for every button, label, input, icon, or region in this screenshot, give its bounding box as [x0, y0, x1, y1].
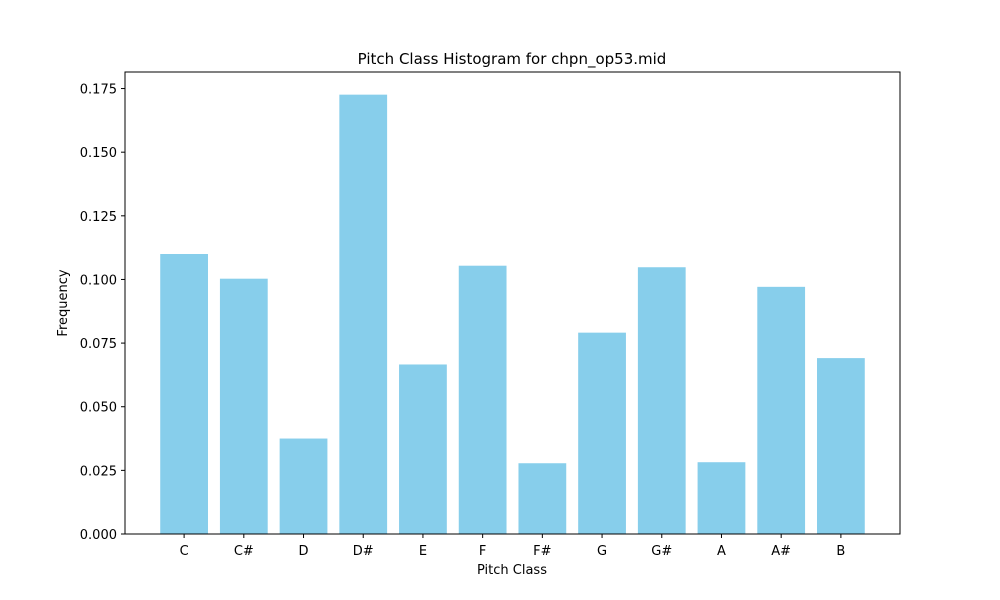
x-tick-label: C# — [234, 544, 254, 559]
bar-d-sharp — [339, 94, 388, 535]
y-axis-label: Frequency — [56, 269, 71, 336]
x-tick-label: G — [597, 544, 607, 559]
x-axis-ticks: C C# D D# E F F# G G# A A# B — [180, 534, 845, 559]
x-tick-label: B — [836, 544, 845, 559]
bar-d — [279, 438, 328, 534]
y-tick-label: 0.000 — [80, 528, 117, 543]
y-tick-label: 0.100 — [80, 273, 117, 288]
y-tick-label: 0.075 — [80, 337, 117, 352]
x-tick-label: C — [180, 544, 189, 559]
x-tick-label: F# — [533, 544, 551, 559]
bars-group — [160, 94, 865, 535]
plot-frame — [124, 71, 901, 535]
bar-f — [458, 265, 507, 534]
bar-g-sharp — [637, 267, 686, 534]
x-tick-label: D — [299, 544, 309, 559]
bar-c-sharp — [219, 278, 268, 534]
x-tick-label: E — [419, 544, 427, 559]
bar-f-sharp — [518, 463, 567, 534]
bar-e — [399, 364, 447, 534]
x-tick-label: F — [479, 544, 486, 559]
y-axis-ticks: 0.000 0.025 0.050 0.075 0.100 0.125 0.150 0.175 — [80, 83, 125, 543]
y-tick-label: 0.150 — [80, 146, 117, 161]
chart-title: Pitch Class Histogram for chpn_op53.mid — [358, 50, 667, 69]
bar-b — [817, 358, 865, 534]
x-axis-label: Pitch Class — [477, 563, 547, 578]
bar-a-sharp — [757, 286, 806, 534]
x-tick-label: A# — [771, 544, 791, 559]
y-tick-label: 0.125 — [80, 210, 117, 225]
bar-g — [578, 332, 626, 534]
bar-a — [697, 462, 746, 534]
y-tick-label: 0.175 — [80, 83, 117, 98]
y-tick-label: 0.050 — [80, 401, 117, 416]
x-tick-label: G# — [651, 544, 672, 559]
x-tick-label: A — [717, 544, 726, 559]
x-tick-label: D# — [353, 544, 374, 559]
bar-c — [160, 254, 208, 534]
y-tick-label: 0.025 — [80, 464, 117, 479]
